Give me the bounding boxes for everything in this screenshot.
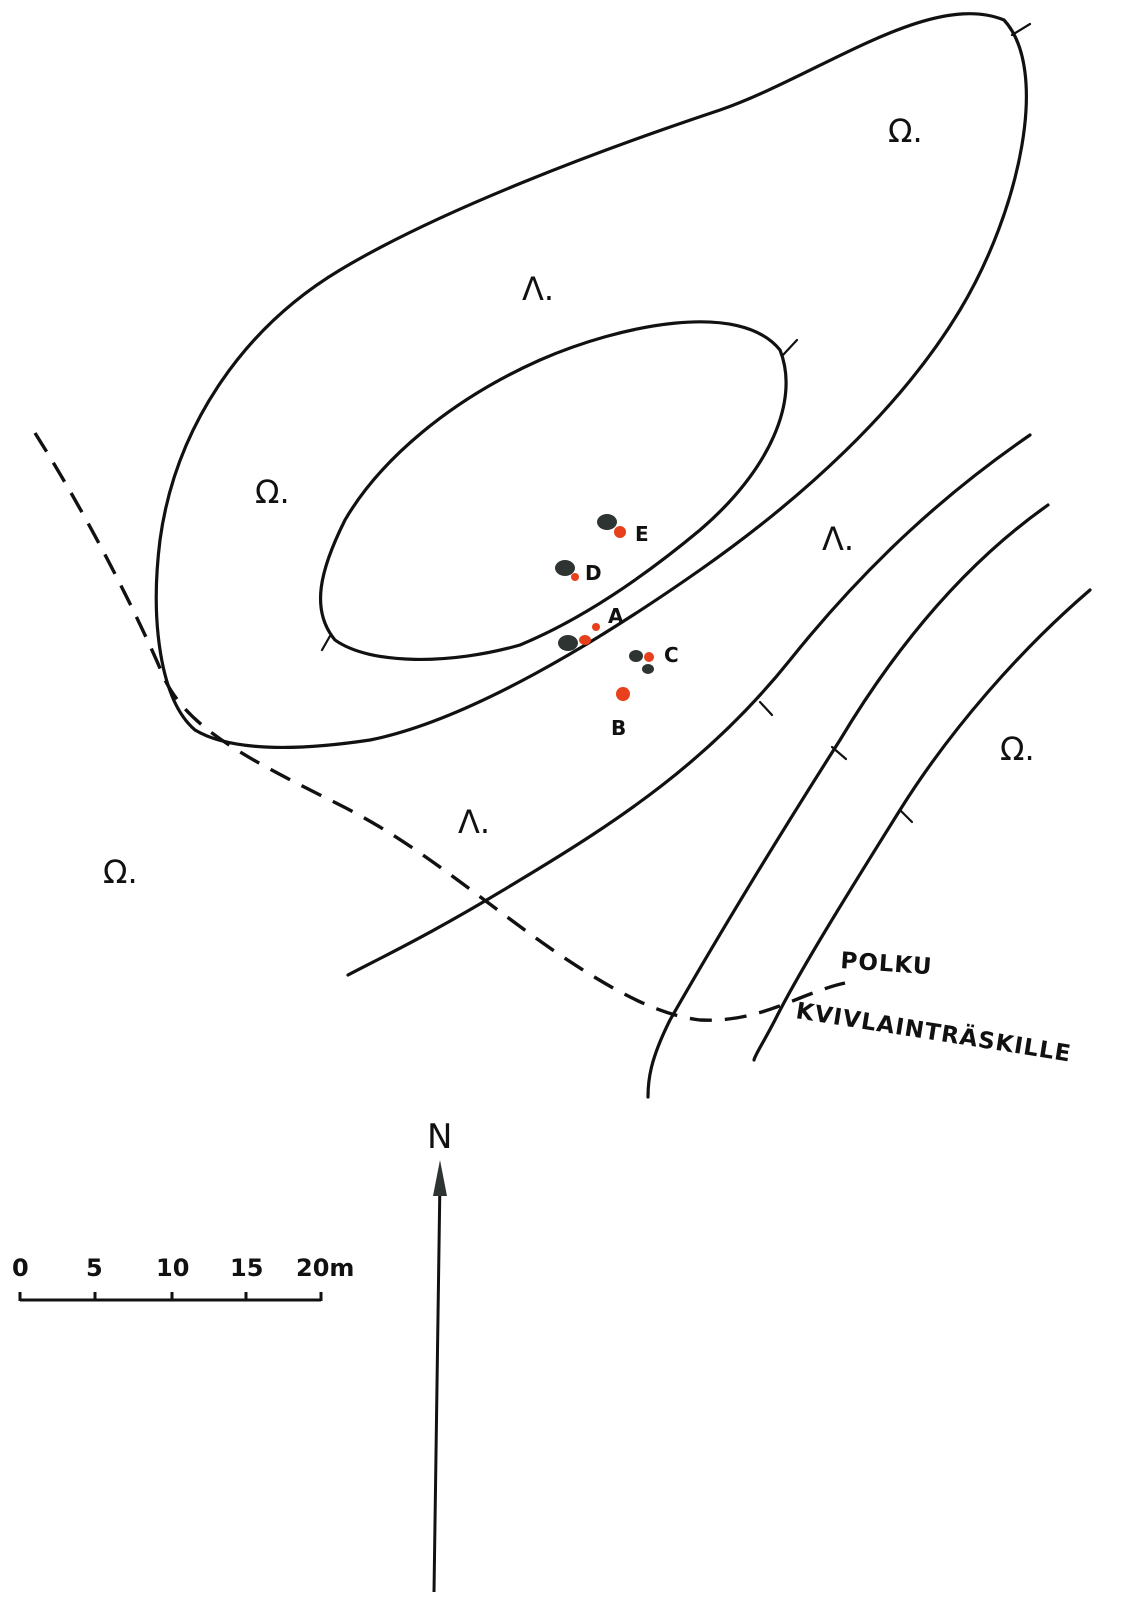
find-label-b: B [611,716,626,740]
find-c: C [629,643,679,674]
contour-right-2 [752,588,1092,1062]
scale-label-0: 0 [12,1254,29,1282]
contour-inner-tick-sw [320,634,332,652]
terrain-lambda-s: Λ. [458,803,490,841]
path-label-polku: POLKU [840,948,934,980]
scale-label-5: 5 [86,1254,103,1282]
scale-label-15: 15 [230,1254,263,1282]
scale-bar: 0 5 10 15 20m [12,1254,354,1302]
find-label-c: C [664,643,679,667]
contour-right-1 [646,503,1050,1099]
find-e: E [597,514,649,546]
scale-label-20m: 20m [296,1254,354,1282]
terrain-lambda-e: Λ. [822,520,854,558]
find-a: A [558,604,624,651]
contour-inner-tick-ne [781,338,799,357]
scale-label-10: 10 [156,1254,189,1282]
contour-outer-tick [1010,22,1032,37]
north-label: N [427,1117,452,1157]
terrain-omega-ne: Ω. [888,112,923,150]
terrain-lambda-top: Λ. [522,270,554,308]
find-b: B [611,687,630,740]
find-label-d: D [585,561,602,585]
find-d: D [555,560,602,585]
contour-middle-tick [758,700,774,717]
contour-inner [318,320,788,661]
path-label-destination: KVIVLAINTRÄSKILLE [794,996,1073,1067]
contour-middle [346,433,1032,977]
north-arrow: N [427,1117,452,1593]
path-polku [33,432,846,1022]
find-label-a: A [608,604,624,628]
contour-right-1-tick [830,745,848,761]
contour-outer [154,12,1028,750]
find-label-e: E [635,522,649,546]
terrain-omega-w: Ω. [255,473,290,511]
contour-right-2-tick [898,808,914,824]
terrain-omega-sw: Ω. [103,853,138,891]
terrain-omega-se: Ω. [1000,730,1035,768]
